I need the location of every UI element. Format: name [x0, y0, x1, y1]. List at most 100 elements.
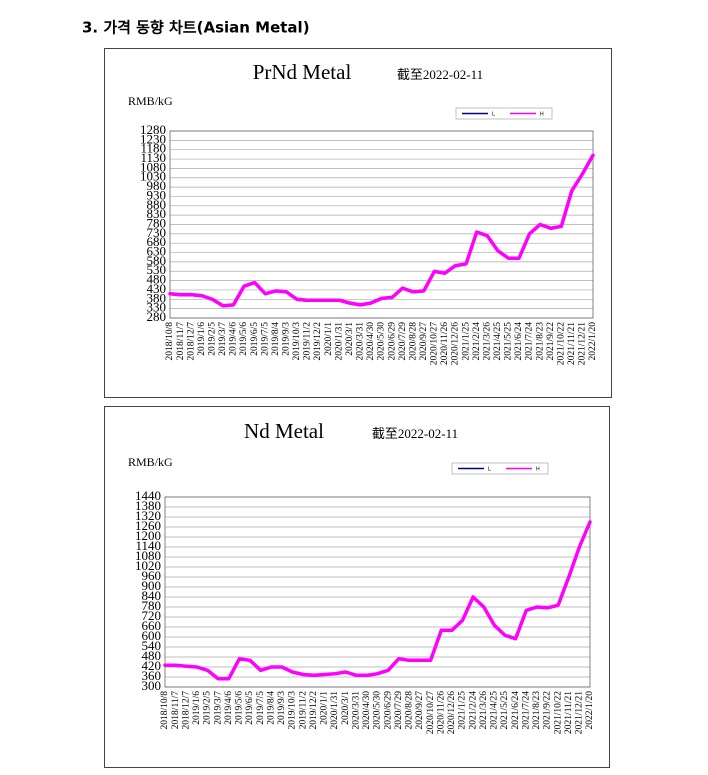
x-tick-label: 2019/12/2	[313, 322, 323, 361]
x-tick-label: 2020/10/27	[430, 322, 440, 366]
x-tick-label: 2020/8/28	[405, 691, 415, 730]
x-tick-label: 2020/4/30	[366, 322, 376, 361]
x-tick-label: 2019/8/4	[271, 322, 281, 356]
plot-frame	[169, 130, 594, 319]
plot-frame	[164, 496, 591, 688]
x-tick-label: 2021/4/25	[490, 691, 500, 730]
x-tick-label: 2019/4/6	[229, 322, 239, 356]
chart-frame	[104, 406, 610, 768]
x-tick-label: 2020/5/30	[377, 322, 387, 361]
chart-title: Nd Metal	[244, 419, 324, 443]
x-tick-label: 2019/9/3	[282, 322, 292, 356]
x-tick-label: 2020/10/27	[426, 691, 436, 735]
x-tick-label: 2018/11/7	[176, 322, 186, 360]
y-tick-label: 680	[147, 234, 167, 249]
x-tick-label: 2020/9/27	[415, 691, 425, 730]
x-tick-label: 2020/7/29	[394, 691, 404, 730]
y-tick-label: 1320	[135, 508, 161, 523]
y-axis-label: RMB/kG	[128, 455, 173, 469]
x-tick-label: 2021/3/26	[479, 691, 489, 730]
x-tick-label: 2021/11/21	[567, 322, 577, 365]
y-tick-label: 1200	[135, 528, 161, 543]
x-tick-label: 2020/4/30	[362, 691, 372, 730]
x-tick-label: 2019/3/7	[213, 691, 223, 725]
x-tick-label: 2018/11/7	[171, 691, 181, 729]
x-tick-label: 2019/2/5	[203, 691, 213, 725]
x-tick-label: 2021/10/22	[553, 691, 563, 735]
y-tick-label: 720	[142, 608, 162, 623]
y-tick-label: 1020	[135, 558, 161, 573]
x-tick-label: 2019/7/5	[260, 322, 270, 356]
x-tick-label: 2019/6/5	[250, 322, 260, 356]
y-tick-label: 660	[142, 618, 162, 633]
x-tick-label: 2020/9/27	[419, 322, 429, 361]
x-tick-label: 2019/9/3	[277, 691, 287, 725]
legend-label: L	[488, 467, 491, 473]
x-tick-label: 2019/10/3	[292, 322, 302, 361]
x-tick-label: 2019/3/7	[218, 322, 228, 356]
x-tick-label: 2020/12/26	[451, 322, 461, 366]
y-tick-label: 480	[147, 272, 167, 287]
series-line	[164, 522, 591, 681]
x-tick-label: 2019/5/6	[235, 691, 245, 725]
x-tick-label: 2021/2/24	[468, 691, 478, 730]
x-tick-label: 2021/5/25	[504, 322, 514, 361]
x-tick-label: 2020/3/1	[341, 691, 351, 725]
y-tick-label: 960	[142, 568, 162, 583]
y-tick-label: 420	[142, 658, 162, 673]
x-tick-label: 2021/6/24	[514, 322, 524, 361]
x-tick-label: 2021/3/26	[482, 322, 492, 361]
y-tick-label: 780	[147, 215, 167, 230]
x-tick-label: 2020/11/26	[440, 322, 450, 365]
x-tick-label: 2021/1/25	[461, 322, 471, 361]
x-tick-label: 2022/1/20	[585, 691, 595, 730]
x-tick-label: 2021/9/22	[543, 691, 553, 730]
y-tick-label: 1140	[135, 538, 161, 553]
x-tick-label: 2021/8/23	[535, 322, 545, 361]
y-tick-label: 280	[147, 309, 167, 324]
x-tick-label: 2020/5/30	[373, 691, 383, 730]
x-tick-label: 2019/11/2	[303, 322, 313, 360]
x-tick-label: 2020/6/29	[387, 322, 397, 361]
y-tick-label: 540	[142, 638, 162, 653]
chart-subtitle: 截至2022-02-11	[397, 67, 483, 82]
x-tick-label: 2021/7/24	[521, 691, 531, 730]
y-tick-label: 300	[142, 678, 162, 693]
y-tick-label: 880	[147, 197, 167, 212]
chart-title: PrNd Metal	[253, 60, 352, 84]
chart-subtitle: 截至2022-02-11	[372, 426, 458, 441]
x-tick-label: 2019/7/5	[256, 691, 266, 725]
legend-box	[455, 107, 553, 120]
x-tick-label: 2020/7/29	[398, 322, 408, 361]
x-tick-label: 2020/3/31	[356, 322, 366, 361]
y-tick-label: 600	[142, 628, 162, 643]
y-tick-label: 1230	[140, 131, 166, 146]
x-tick-label: 2018/12/7	[186, 322, 196, 361]
y-tick-label: 930	[147, 187, 167, 202]
y-tick-label: 530	[147, 262, 167, 277]
y-tick-label: 360	[142, 668, 162, 683]
x-tick-label: 2019/10/3	[288, 691, 298, 730]
x-tick-label: 2019/11/2	[298, 691, 308, 729]
y-tick-label: 1180	[140, 141, 166, 156]
legend-label: H	[540, 112, 544, 118]
y-tick-label: 630	[147, 244, 167, 259]
x-tick-label: 2020/1/1	[320, 691, 330, 725]
y-tick-label: 1130	[140, 150, 166, 165]
x-tick-label: 2020/1/31	[334, 322, 344, 361]
y-tick-label: 840	[142, 588, 162, 603]
y-tick-label: 900	[142, 578, 162, 593]
x-tick-label: 2021/2/24	[472, 322, 482, 361]
series-line	[163, 520, 592, 681]
y-tick-label: 1080	[135, 548, 161, 563]
y-tick-label: 580	[147, 253, 167, 268]
x-tick-label: 2020/1/1	[324, 322, 334, 356]
series-line	[168, 153, 595, 308]
x-tick-label: 2019/8/4	[266, 691, 276, 725]
y-tick-label: 730	[147, 225, 167, 240]
x-tick-label: 2020/8/28	[408, 322, 418, 361]
legend-box	[451, 462, 549, 475]
y-tick-label: 480	[142, 648, 162, 663]
